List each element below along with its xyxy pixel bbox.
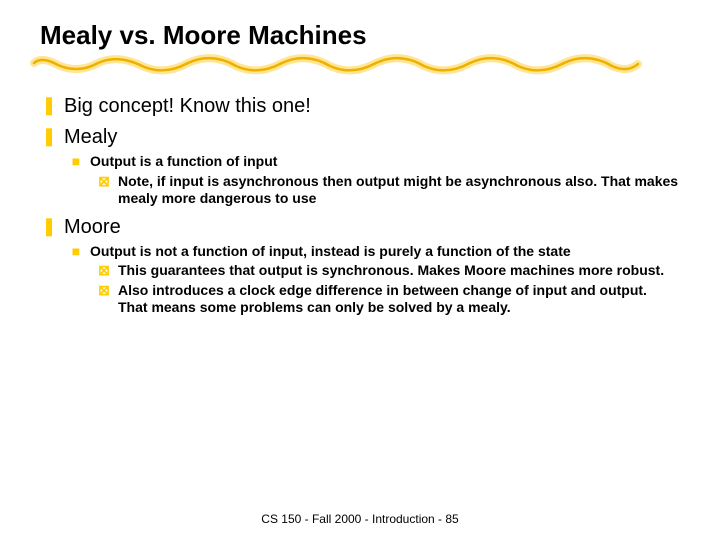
bullet-text: Note, if input is asynchronous then outp…	[118, 173, 680, 208]
bullet-lvl3: ⊠ Note, if input is asynchronous then ou…	[96, 173, 680, 208]
bullet-text: Also introduces a clock edge difference …	[118, 282, 680, 317]
bullet-lvl3: ⊠ Also introduces a clock edge differenc…	[96, 282, 680, 317]
bullet-icon: ⊠	[96, 173, 112, 191]
slide-content: ❚ Big concept! Know this one! ❚ Mealy ■ …	[40, 95, 680, 317]
bullet-lvl3: ⊠ This guarantees that output is synchro…	[96, 262, 680, 280]
bullet-text: Output is not a function of input, inste…	[90, 243, 680, 261]
bullet-lvl2: ■ Output is a function of input	[68, 153, 680, 171]
bullet-icon: ■	[68, 243, 84, 261]
bullet-icon: ❚	[40, 216, 58, 238]
bullet-icon: ⊠	[96, 282, 112, 300]
bullet-icon: ❚	[40, 126, 58, 148]
bullet-text: This guarantees that output is synchrono…	[118, 262, 680, 280]
bullet-lvl1: ❚ Big concept! Know this one!	[40, 95, 680, 118]
bullet-lvl1: ❚ Moore	[40, 216, 680, 239]
bullet-icon: ❚	[40, 95, 58, 117]
slide-footer: CS 150 - Fall 2000 - Introduction - 85	[0, 512, 720, 526]
slide-container: Mealy vs. Moore Machines ❚ Big concept! …	[0, 0, 720, 317]
bullet-icon: ■	[68, 153, 84, 171]
bullet-text: Big concept! Know this one!	[64, 95, 680, 118]
bullet-text: Mealy	[64, 126, 680, 149]
title-underline	[40, 57, 680, 77]
slide-title: Mealy vs. Moore Machines	[40, 20, 680, 51]
bullet-text: Moore	[64, 216, 680, 239]
bullet-icon: ⊠	[96, 262, 112, 280]
bullet-lvl2: ■ Output is not a function of input, ins…	[68, 243, 680, 261]
bullet-lvl1: ❚ Mealy	[40, 126, 680, 149]
bullet-text: Output is a function of input	[90, 153, 680, 171]
